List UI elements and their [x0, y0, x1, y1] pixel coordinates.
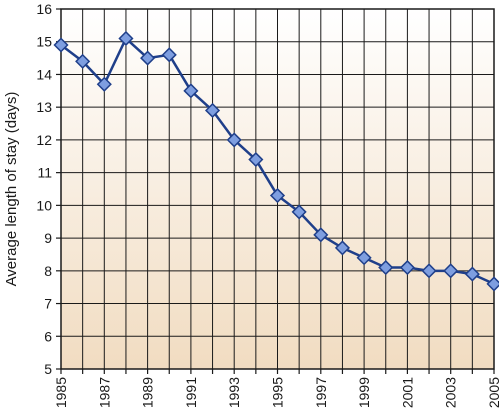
x-tick-label: 1989 — [140, 377, 156, 408]
data-point-marker — [378, 259, 394, 276]
x-axis-ticks: 1985 1987 1989 1991 1993 1995 1997 1999 2001 2003… — [53, 369, 499, 408]
x-tick-label: 2005 — [486, 377, 499, 408]
y-axis-label: Average length of stay (days) — [3, 92, 20, 287]
data-point-marker — [96, 76, 112, 92]
data-point-marker — [443, 263, 459, 279]
data-point-marker — [313, 227, 329, 243]
data-point-marker — [248, 151, 264, 168]
data-point-marker — [226, 132, 242, 148]
data-point-marker — [421, 263, 437, 279]
x-tick-label: 1999 — [356, 377, 372, 408]
y-tick-label: 9 — [44, 230, 52, 246]
x-tick-label: 2003 — [443, 377, 459, 408]
data-point-marker — [204, 102, 221, 119]
data-point-marker — [75, 53, 91, 69]
x-tick-label: 1997 — [313, 377, 329, 408]
series — [53, 30, 499, 292]
data-point-marker — [464, 266, 480, 282]
y-tick-label: 15 — [36, 34, 52, 50]
x-tick-label: 2001 — [399, 377, 415, 408]
x-tick-label: 1991 — [183, 377, 199, 408]
y-tick-label: 8 — [44, 263, 52, 279]
y-tick-label: 10 — [36, 197, 52, 213]
data-point-marker — [291, 204, 307, 220]
data-point-marker — [118, 30, 134, 47]
data-point-marker — [53, 37, 69, 53]
x-tick-label: 1995 — [270, 377, 286, 408]
y-axis-ticks: 5 6 7 8 9 10 11 12 13 14 15 16 — [36, 1, 61, 377]
x-tick-label: 1993 — [226, 377, 242, 408]
data-point-marker — [356, 250, 372, 266]
data-point-marker — [486, 276, 499, 292]
y-tick-label: 14 — [36, 66, 52, 82]
x-tick-label: 1987 — [96, 377, 112, 408]
y-tick-label: 16 — [36, 1, 52, 17]
data-point-marker — [183, 83, 199, 99]
y-tick-label: 12 — [36, 132, 52, 148]
y-tick-label: 6 — [44, 328, 52, 344]
x-tick-label: 1985 — [53, 377, 69, 408]
y-tick-label: 13 — [36, 99, 52, 115]
data-point-marker — [161, 47, 177, 63]
data-point-marker — [269, 187, 286, 204]
y-tick-label: 7 — [44, 296, 52, 312]
y-tick-label: 5 — [44, 361, 52, 377]
y-tick-label: 11 — [37, 165, 52, 181]
data-point-marker — [334, 240, 351, 256]
data-point-marker — [140, 50, 156, 66]
data-point-marker — [399, 259, 415, 276]
